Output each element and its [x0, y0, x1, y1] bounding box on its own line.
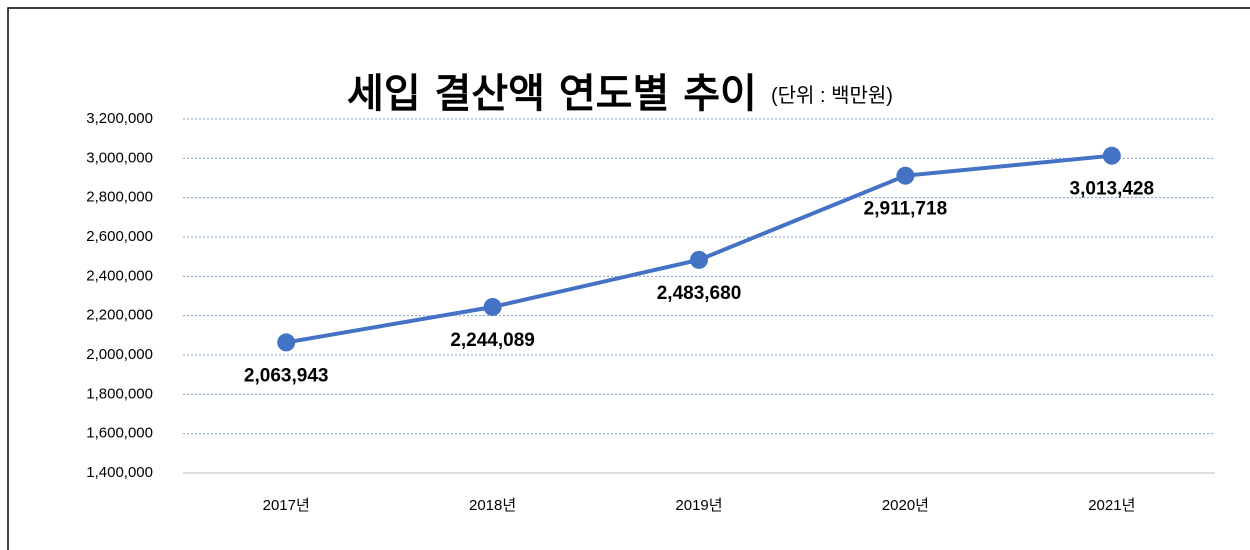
- y-tick-label: 2,800,000: [86, 189, 153, 206]
- data-point: [277, 333, 296, 352]
- y-tick-label: 1,800,000: [86, 385, 153, 402]
- chart-subtitle: (단위 : 백만원): [771, 84, 893, 107]
- chart-title: 세입 결산액 연도별 추이: [347, 70, 757, 117]
- data-point: [1102, 146, 1121, 165]
- x-tick-label: 2018년: [469, 497, 516, 514]
- x-tick-label: 2017년: [263, 497, 310, 514]
- data-point: [896, 166, 915, 185]
- y-tick-label: 3,200,000: [86, 110, 153, 127]
- data-point: [690, 250, 708, 269]
- y-tick-label: 1,400,000: [86, 464, 153, 481]
- y-tick-label: 1,600,000: [86, 425, 153, 442]
- x-tick-label: 2021년: [1088, 497, 1135, 514]
- data-label: 2,244,089: [450, 330, 535, 351]
- y-tick-label: 2,200,000: [86, 307, 153, 324]
- x-tick-label: 2020년: [882, 497, 929, 514]
- data-label: 2,483,680: [657, 283, 742, 304]
- y-tick-label: 2,000,000: [86, 346, 153, 363]
- x-tick-label: 2019년: [675, 497, 722, 514]
- chart-frame: [7, 7, 1250, 550]
- y-tick-label: 2,600,000: [86, 228, 153, 245]
- y-tick-label: 2,400,000: [86, 267, 153, 284]
- data-label: 2,911,718: [864, 199, 947, 220]
- data-label: 3,013,428: [1070, 179, 1155, 200]
- data-label: 2,063,943: [244, 365, 329, 386]
- y-tick-label: 3,000,000: [86, 149, 153, 166]
- chart-title-group: 세입 결산액 연도별 추이 (단위 : 백만원): [347, 70, 893, 117]
- data-point: [483, 297, 502, 316]
